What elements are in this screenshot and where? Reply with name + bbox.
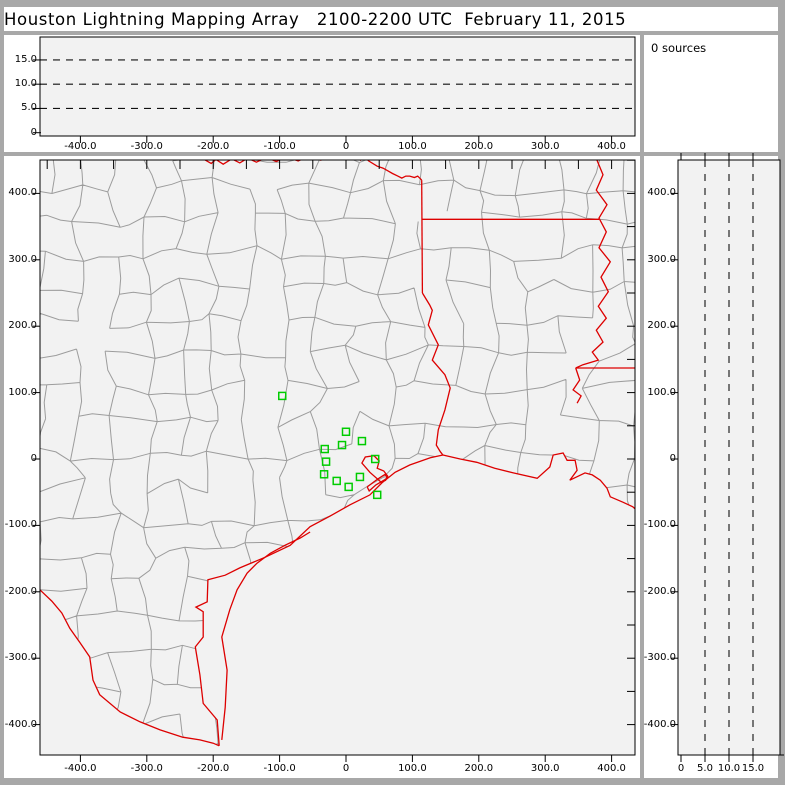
tick-label: 0: [677, 763, 685, 774]
tick-label: -300.0: [130, 141, 163, 152]
title-bar: Houston Lightning Mapping Array 2100-220…: [4, 7, 778, 31]
tick-label: -100.0: [643, 519, 676, 531]
tick-label: 0: [30, 126, 37, 138]
tick-label: -100.0: [263, 141, 296, 152]
tick-label: -100.0: [263, 763, 296, 774]
lma-station-marker: [370, 454, 380, 464]
lma-station-marker: [319, 470, 329, 479]
tick-label: -100.0: [4, 519, 37, 531]
source-histogram-panel: [644, 35, 778, 152]
tick-label: 200.0: [647, 320, 676, 332]
tick-label: -200.0: [643, 585, 676, 597]
tick-label: 100.0: [8, 386, 37, 398]
tick-label: 0: [30, 453, 37, 464]
lma-station-marker: [372, 490, 382, 500]
lma-station-marker: [278, 391, 287, 401]
tick-label: -200.0: [4, 585, 37, 597]
lma-station-marker: [332, 476, 341, 486]
tick-label: 300.0: [530, 141, 560, 152]
tick-label: -400.0: [4, 718, 37, 730]
lma-station-marker: [344, 482, 353, 492]
tick-label: -400.0: [64, 141, 97, 152]
state-borders: [40, 160, 635, 747]
tick-label: -400.0: [643, 718, 676, 730]
tick-label: 400.0: [597, 141, 626, 152]
lma-station-marker: [341, 427, 351, 437]
tick-label: 0: [342, 141, 350, 152]
tick-label: -400.0: [64, 763, 97, 774]
tick-label: -300.0: [4, 652, 37, 664]
tick-label: 400.0: [597, 763, 626, 774]
station-markers: [278, 391, 382, 500]
tick-label: 400.0: [8, 187, 37, 199]
tick-label: 10.0: [717, 763, 741, 774]
lma-station-marker: [337, 440, 347, 450]
tick-label: -300.0: [130, 763, 163, 774]
tick-label: 400.0: [647, 187, 676, 199]
source-count-label: 0 sources: [651, 41, 707, 55]
tick-label: 200.0: [8, 320, 37, 332]
lma-station-marker: [357, 436, 367, 446]
tick-label: 100.0: [647, 386, 676, 398]
tick-label: 200.0: [464, 141, 494, 152]
tick-label: 15.0: [741, 763, 765, 774]
tick-label: 300.0: [647, 253, 676, 265]
tick-label: 0: [342, 763, 350, 774]
tick-label: -200.0: [197, 141, 230, 152]
lma-station-marker: [321, 457, 331, 466]
lma-station-marker: [320, 444, 330, 454]
tick-label: -300.0: [643, 652, 676, 664]
tick-label: 100.0: [398, 141, 427, 152]
tick-label: 100.0: [398, 763, 427, 774]
lma-station-marker: [355, 472, 365, 482]
tick-label: 200.0: [464, 763, 494, 774]
tick-label: 5.0: [697, 763, 713, 774]
tick-label: 15.0: [14, 53, 37, 65]
tick-label: 5.0: [21, 102, 37, 114]
tick-label: -200.0: [197, 763, 230, 774]
tick-label: 300.0: [530, 763, 560, 774]
page-title: Houston Lightning Mapping Array 2100-220…: [4, 10, 627, 29]
tick-label: 0: [669, 453, 676, 464]
tick-label: 10.0: [14, 78, 37, 90]
tick-label: 300.0: [8, 253, 37, 265]
